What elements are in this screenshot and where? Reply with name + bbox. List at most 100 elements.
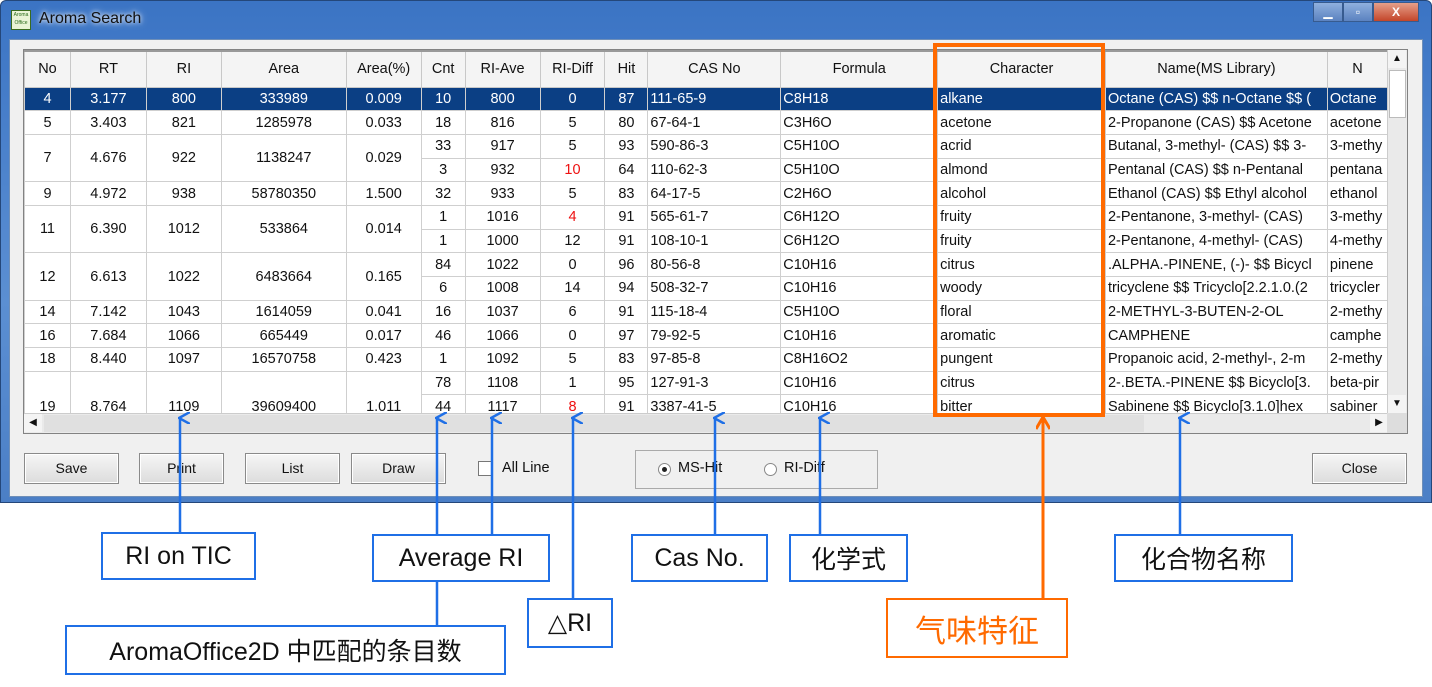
cell-character: fruity bbox=[937, 228, 1106, 254]
cell-ri-diff: 10 bbox=[539, 157, 606, 183]
draw-button[interactable]: Draw bbox=[351, 453, 446, 484]
cell-ms-library-name: Sabinene $$ Bicyclo[3.1.0]hex bbox=[1104, 394, 1328, 413]
table-row[interactable]: 18 8.440 1097 16570758 0.423 1 1092 5 83 97-85-8 C… bbox=[24, 347, 1388, 372]
table-row[interactable]: 44 1117 8 91 3387-41-5 C10H16 bitter Sabinene $… bbox=[25, 394, 1388, 413]
list-button[interactable]: List bbox=[245, 453, 340, 484]
cell-name-short: acetone bbox=[1326, 110, 1388, 135]
table-row[interactable]: 5 3.403 821 1285978 0.033 18 816 5 80 67-64-1 C3H6… bbox=[24, 110, 1388, 135]
cell-character: alkane bbox=[937, 86, 1106, 112]
cell-name-short: pinene bbox=[1326, 252, 1388, 277]
cell-area-pct: 0.017 bbox=[345, 323, 422, 349]
cell-formula: C10H16 bbox=[780, 323, 939, 349]
cell-ri-ave: 933 bbox=[464, 181, 541, 206]
cell-area-pct: 0.165 bbox=[345, 252, 422, 301]
column-header[interactable]: RI-Ave bbox=[464, 50, 541, 88]
aroma-search-window: Aroma Office Aroma Search ▁ ▫ X No RT RI Are… bbox=[0, 0, 1432, 503]
column-header[interactable]: Area(%) bbox=[345, 50, 422, 88]
cell-area-pct: 1.011 bbox=[345, 370, 422, 413]
scroll-up-icon[interactable]: ▲ bbox=[1388, 50, 1406, 68]
cell-area: 1614059 bbox=[220, 299, 347, 325]
annotation-match-count: AromaOffice2D 中匹配的条目数 bbox=[65, 625, 506, 675]
close-button[interactable]: Close bbox=[1312, 453, 1407, 484]
vertical-scroll-thumb[interactable] bbox=[1389, 70, 1406, 118]
cell-ri-ave: 1000 bbox=[464, 228, 541, 254]
scroll-left-icon[interactable]: ◀ bbox=[24, 414, 42, 432]
close-window-button[interactable]: X bbox=[1373, 2, 1419, 22]
cell-ms-library-name: 2-.BETA.-PINENE $$ Bicyclo[3. bbox=[1104, 370, 1328, 396]
column-header[interactable]: Name(MS Library) bbox=[1104, 50, 1328, 88]
table-row[interactable]: 11 6.390 1012 533864 0.014 1 1016 4 91 565-61-7 C6… bbox=[24, 204, 1388, 254]
table-row[interactable]: 12 6.613 1022 6483664 0.165 84 1022 0 96 80-56-8 C… bbox=[24, 252, 1388, 301]
cell-ri: 1066 bbox=[145, 323, 222, 349]
table-row[interactable]: 6 1008 14 94 508-32-7 C10H16 woody tricyclene $… bbox=[25, 276, 1388, 301]
table-row[interactable]: 7 4.676 922 1138247 0.029 33 917 5 93 590-86-3 C5H… bbox=[24, 133, 1388, 183]
cell-ri: 1109 bbox=[145, 370, 222, 413]
ri-diff-radio[interactable] bbox=[764, 463, 777, 476]
cell-ri: 1022 bbox=[145, 252, 222, 301]
cell-hit: 91 bbox=[604, 228, 649, 254]
maximize-button[interactable]: ▫ bbox=[1343, 2, 1373, 22]
cell-cas-no: 508-32-7 bbox=[647, 276, 782, 301]
cell-cas-no: 79-92-5 bbox=[647, 323, 782, 349]
cell-cnt: 16 bbox=[420, 299, 466, 325]
column-header[interactable]: CAS No bbox=[647, 50, 782, 88]
table-row[interactable]: 14 7.142 1043 1614059 0.041 16 1037 6 91 115-18-4… bbox=[24, 299, 1388, 325]
column-header[interactable]: Area bbox=[220, 50, 347, 88]
save-button[interactable]: Save bbox=[24, 453, 119, 484]
cell-name-short: pentana bbox=[1326, 157, 1388, 183]
cell-formula: C5H10O bbox=[780, 157, 939, 183]
column-header[interactable]: RI bbox=[145, 50, 222, 88]
horizontal-scroll-track[interactable] bbox=[44, 415, 1144, 432]
column-header[interactable]: N bbox=[1326, 50, 1388, 88]
cell-cas-no: 3387-41-5 bbox=[647, 394, 782, 413]
cell-ri: 1097 bbox=[145, 347, 222, 372]
cell-cas-no: 67-64-1 bbox=[647, 110, 782, 135]
all-line-label: All Line bbox=[502, 460, 550, 476]
cell-cnt: 1 bbox=[420, 228, 466, 254]
cell-ri-ave: 932 bbox=[464, 157, 541, 183]
character-column-highlight bbox=[933, 43, 1105, 417]
cell-no: 16 bbox=[24, 323, 71, 349]
scroll-down-icon[interactable]: ▼ bbox=[1388, 395, 1406, 413]
cell-name-short: 2-methy bbox=[1326, 299, 1388, 325]
minimize-button[interactable]: ▁ bbox=[1313, 2, 1343, 22]
table-row[interactable]: 9 4.972 938 58780350 1.500 32 933 5 83 64-17-5 C2H… bbox=[24, 181, 1388, 206]
column-header[interactable]: Hit bbox=[604, 50, 649, 88]
cell-hit: 95 bbox=[604, 370, 649, 396]
ms-hit-radio[interactable] bbox=[658, 463, 671, 476]
table-row[interactable]: 19 8.764 1109 39609400 1.011 78 1108 1 95 127-91-… bbox=[24, 370, 1388, 413]
cell-formula: C10H16 bbox=[780, 276, 939, 301]
cell-ms-library-name: Butanal, 3-methyl- (CAS) $$ 3- bbox=[1104, 133, 1328, 159]
cell-cnt: 44 bbox=[420, 394, 466, 413]
scroll-corner bbox=[1387, 413, 1407, 433]
column-header[interactable]: RT bbox=[69, 50, 147, 88]
cell-ri-diff: 1 bbox=[539, 370, 606, 396]
cell-no: 4 bbox=[24, 86, 71, 112]
cell-hit: 80 bbox=[604, 110, 649, 135]
aroma-office-icon: Aroma Office bbox=[11, 10, 31, 30]
column-header[interactable]: Formula bbox=[780, 50, 939, 88]
cell-cas-no: 80-56-8 bbox=[647, 252, 782, 277]
cell-area-pct: 0.041 bbox=[345, 299, 422, 325]
cell-name-short: Octane bbox=[1326, 86, 1388, 112]
cell-area: 58780350 bbox=[220, 181, 347, 206]
cell-ri-diff: 0 bbox=[539, 86, 606, 112]
cell-ms-library-name: Ethanol (CAS) $$ Ethyl alcohol bbox=[1104, 181, 1328, 206]
cell-no: 19 bbox=[24, 370, 71, 413]
annotation-formula: 化学式 bbox=[789, 534, 908, 582]
cell-rt: 3.177 bbox=[69, 86, 147, 112]
table-row[interactable]: 16 7.684 1066 665449 0.017 46 1066 0 97 79-92-5 C1… bbox=[24, 323, 1388, 349]
column-header[interactable]: No bbox=[24, 50, 71, 88]
column-header[interactable]: Character bbox=[937, 50, 1106, 88]
cell-character: citrus bbox=[937, 370, 1106, 396]
table-row[interactable]: 3 932 10 64 110-62-3 C5H10O almond Pentanal (CA… bbox=[25, 157, 1388, 183]
cell-ri-diff: 0 bbox=[539, 252, 606, 277]
cell-hit: 91 bbox=[604, 204, 649, 230]
annotation-character: 气味特征 bbox=[886, 598, 1068, 658]
scroll-right-icon[interactable]: ▶ bbox=[1370, 414, 1388, 432]
print-button[interactable]: Print bbox=[139, 453, 224, 484]
cell-ri: 922 bbox=[145, 133, 222, 183]
table-row[interactable]: 4 3.177 800 333989 0.009 10 800 0 87 111-65-9 C8H1… bbox=[24, 86, 1388, 112]
table-row[interactable]: 1 1000 12 91 108-10-1 C6H12O fruity 2-Pentanone… bbox=[25, 228, 1388, 254]
vertical-scrollbar[interactable]: ▲ ▼ bbox=[1387, 50, 1407, 413]
